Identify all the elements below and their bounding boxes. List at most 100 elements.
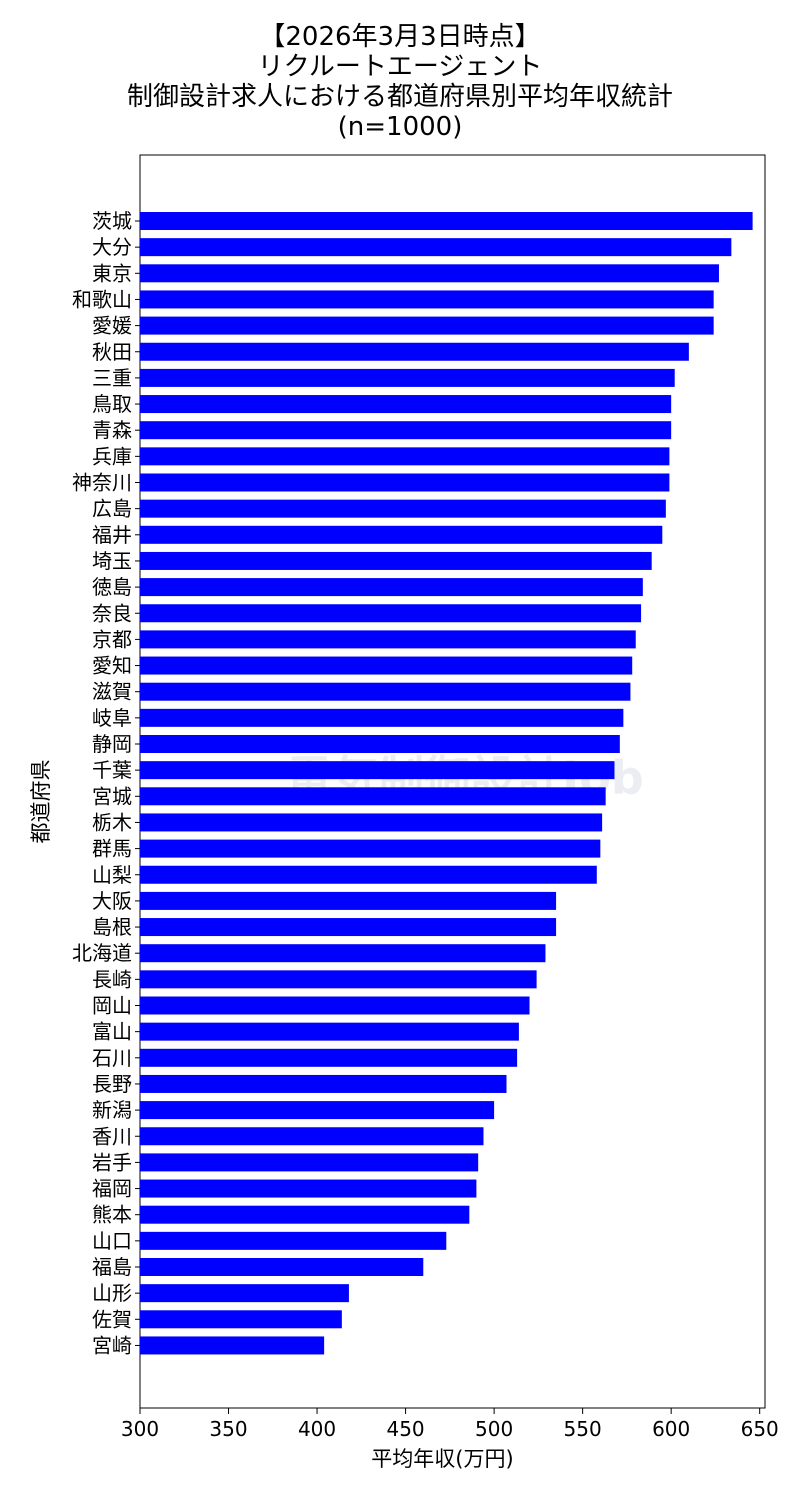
bar-福井 (140, 525, 663, 544)
bar-福岡 (140, 1179, 477, 1198)
y-tick-label: 福島 (92, 1255, 132, 1279)
bar-富山 (140, 1022, 519, 1041)
bar-奈良 (140, 604, 642, 623)
bar-岐阜 (140, 708, 624, 727)
y-tick-label: 滋賀 (92, 680, 132, 704)
y-tick-label: 青森 (92, 418, 132, 442)
bar-栃木 (140, 813, 603, 832)
y-tick-label: 佐賀 (92, 1307, 132, 1331)
y-tick-label: 愛知 (92, 654, 132, 678)
bar-東京 (140, 264, 719, 283)
y-tick-label: 鳥取 (92, 392, 132, 416)
title-line-subject: 制御設計求人における都道府県別平均年収統計 (126, 82, 673, 112)
x-tick-label: 300 (121, 1417, 159, 1441)
x-tick-label: 350 (209, 1417, 247, 1441)
y-tick-label: 石川 (92, 1046, 132, 1070)
y-tick-label: 東京 (92, 261, 132, 285)
bar-京都 (140, 630, 636, 649)
bar-香川 (140, 1127, 484, 1146)
y-tick-label: 北海道 (72, 941, 132, 965)
y-tick-label: 愛媛 (92, 314, 132, 338)
bar-宮崎 (140, 1336, 325, 1355)
bar-熊本 (140, 1205, 470, 1224)
y-tick-label: 新潟 (92, 1098, 132, 1122)
y-tick-label: 山梨 (92, 863, 132, 887)
plot-area (139, 154, 766, 1409)
x-axis-label: 平均年収(万円) (371, 1447, 513, 1471)
y-tick-label: 徳島 (92, 575, 132, 599)
y-tick-label: 三重 (92, 366, 132, 390)
y-tick-label: 富山 (92, 1020, 132, 1044)
bar-茨城 (140, 212, 753, 230)
x-tick-label: 400 (298, 1417, 336, 1441)
y-tick-label: 大阪 (92, 889, 132, 913)
x-tick-label: 600 (652, 1417, 690, 1441)
y-tick-label: 長崎 (92, 967, 132, 991)
y-tick-label: 島根 (92, 915, 132, 939)
bar-佐賀 (140, 1310, 342, 1329)
bar-静岡 (140, 735, 620, 753)
bar-新潟 (140, 1101, 495, 1120)
x-axis: 300 350 400 450 500 550 600 650 (121, 1408, 779, 1441)
title-line-sample-size: (n=1000) (337, 112, 463, 142)
bar-series (140, 212, 753, 1355)
y-tick-label: 香川 (92, 1124, 132, 1148)
chart-title: 【2026年3月3日時点】 リクルートエージェント 制御設計求人における都道府県… (0, 22, 800, 142)
bar-広島 (140, 499, 666, 518)
bar-北海道 (140, 944, 546, 963)
bar-和歌山 (140, 290, 714, 309)
y-tick-label: 兵庫 (92, 444, 132, 468)
bar-岩手 (140, 1153, 479, 1172)
bar-群馬 (140, 839, 601, 858)
y-tick-label: 和歌山 (72, 287, 132, 311)
bar-埼玉 (140, 551, 652, 570)
bar-大阪 (140, 891, 557, 910)
y-tick-label: 宮城 (92, 784, 132, 808)
bar-三重 (140, 368, 675, 387)
y-tick-label: 栃木 (92, 810, 132, 834)
bar-兵庫 (140, 447, 670, 466)
bar-徳島 (140, 578, 643, 597)
y-axis-label: 都道府県 (29, 760, 53, 844)
y-tick-label: 福岡 (92, 1177, 132, 1201)
title-line-date: 【2026年3月3日時点】 (259, 22, 541, 52)
bar-愛媛 (140, 316, 714, 335)
y-tick-label: 埼玉 (92, 549, 132, 573)
y-tick-label: 奈良 (92, 601, 132, 625)
y-tick-label: 神奈川 (72, 471, 132, 495)
y-tick-label: 宮崎 (92, 1333, 132, 1357)
y-tick-label: 広島 (92, 497, 132, 521)
bar-愛知 (140, 656, 633, 675)
bar-青森 (140, 421, 672, 440)
bar-千葉 (140, 761, 615, 780)
bar-神奈川 (140, 473, 670, 492)
y-tick-label: 熊本 (92, 1203, 132, 1227)
x-tick-label: 450 (386, 1417, 424, 1441)
y-tick-label: 山形 (92, 1281, 132, 1305)
y-tick-label: 岡山 (92, 994, 132, 1018)
y-tick-label: 岩手 (92, 1150, 132, 1174)
x-tick-label: 500 (475, 1417, 513, 1441)
bar-長野 (140, 1074, 507, 1093)
bar-山梨 (140, 865, 597, 884)
bar-島根 (140, 918, 557, 937)
y-tick-label: 大分 (92, 235, 132, 259)
bar-宮城 (140, 787, 606, 806)
bar-山口 (140, 1231, 447, 1250)
bar-石川 (140, 1048, 518, 1067)
y-tick-label: 山口 (92, 1229, 132, 1253)
y-tick-label: 群馬 (92, 837, 132, 861)
y-tick-label: 長野 (92, 1072, 132, 1096)
y-tick-label: 京都 (92, 627, 132, 651)
bar-山形 (140, 1284, 349, 1303)
x-tick-label: 550 (564, 1417, 602, 1441)
bar-秋田 (140, 342, 689, 361)
y-tick-label: 岐阜 (92, 706, 132, 730)
y-tick-label: 静岡 (92, 732, 132, 756)
bar-岡山 (140, 996, 530, 1015)
bar-鳥取 (140, 395, 672, 414)
y-tick-labels: 茨城大分東京和歌山愛媛秋田三重鳥取青森兵庫神奈川広島福井埼玉徳島奈良京都愛知滋賀… (72, 209, 140, 1357)
y-tick-label: 千葉 (92, 758, 132, 782)
bar-長崎 (140, 970, 537, 989)
